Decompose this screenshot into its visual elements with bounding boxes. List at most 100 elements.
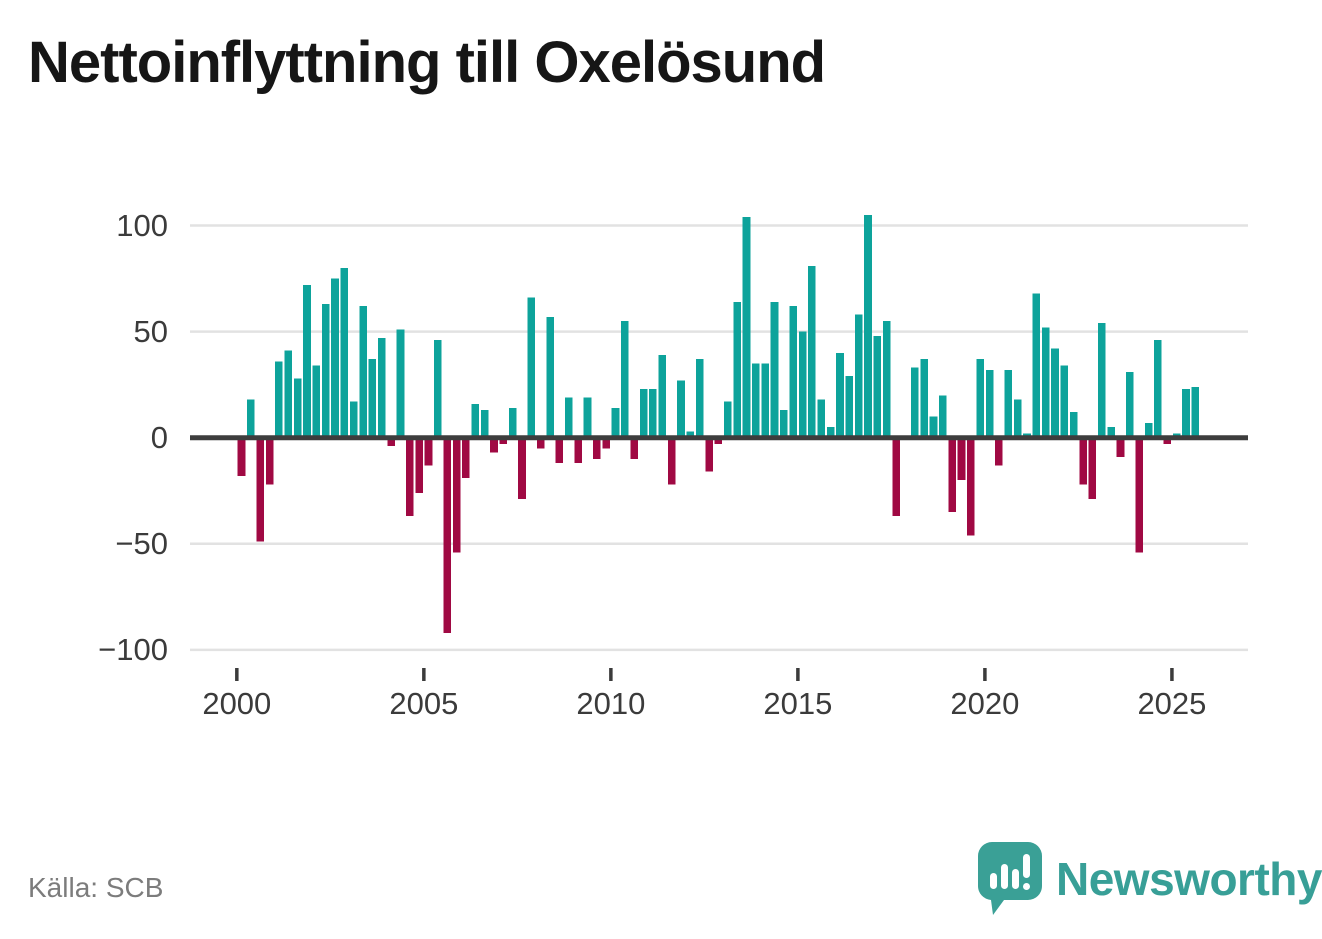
bar-2000Q2 [247, 399, 255, 438]
bar-2010Q2 [621, 320, 629, 438]
bar-2006Q3 [480, 410, 489, 438]
bar-2015Q4 [826, 427, 835, 438]
bar-2019Q3 [967, 437, 975, 536]
brand-name: Newsworthy [1056, 853, 1322, 905]
bar-2013Q2 [733, 301, 741, 438]
bar-2011Q2 [658, 354, 667, 438]
bar-2005Q4 [452, 437, 461, 553]
bar-2009Q2 [583, 397, 592, 438]
bar-2020Q2 [995, 437, 1003, 466]
bar-2011Q4 [677, 380, 685, 438]
bar-2022Q4 [1088, 437, 1097, 500]
bar-2003Q2 [359, 306, 367, 438]
bar-2023Q4 [1126, 371, 1134, 438]
bar-2011Q1 [649, 388, 657, 438]
bar-2023Q3 [1116, 437, 1125, 457]
bar-2017Q3 [892, 437, 900, 517]
bar-2002Q2 [321, 304, 330, 438]
bar-2015Q2 [808, 265, 816, 438]
bar-2001Q3 [293, 378, 302, 438]
bar-2020Q3 [1004, 369, 1013, 438]
bar-2002Q4 [340, 267, 349, 438]
bar-2004Q2 [396, 329, 405, 438]
bar-2001Q1 [275, 361, 283, 438]
bar-2025Q3 [1191, 386, 1200, 438]
bar-2024Q4 [1163, 437, 1172, 445]
bar-2003Q1 [349, 401, 358, 438]
bar-2017Q1 [873, 335, 882, 438]
bar-2001Q4 [303, 284, 311, 438]
bar-2006Q2 [471, 403, 480, 438]
bar-2010Q1 [611, 407, 620, 438]
bar-2018Q1 [910, 367, 919, 438]
x-axis-tick-label-2010: 2010 [576, 686, 646, 721]
bar-2013Q4 [752, 363, 760, 438]
bar-2010Q3 [630, 437, 639, 459]
bar-2014Q3 [780, 410, 788, 438]
bar-2012Q1 [686, 431, 695, 438]
bar-2024Q1 [1135, 437, 1143, 553]
bar-2015Q3 [817, 399, 826, 438]
bar-2008Q1 [536, 437, 545, 449]
bar-2014Q4 [789, 306, 798, 438]
bar-2016Q1 [836, 352, 844, 438]
bar-2014Q2 [770, 301, 779, 438]
bar-2013Q1 [723, 401, 732, 438]
bar-2007Q2 [508, 407, 517, 438]
bar-2009Q3 [593, 437, 601, 459]
x-axis-tick-label-2005: 2005 [389, 686, 459, 721]
newsworthy-logo-icon [978, 842, 1042, 915]
bar-2016Q3 [854, 314, 863, 438]
bar-2000Q4 [265, 437, 274, 485]
bar-2024Q2 [1144, 422, 1153, 438]
bar-2003Q4 [377, 337, 386, 438]
bar-2000Q3 [256, 437, 264, 542]
bar-2017Q2 [882, 320, 891, 438]
bar-2020Q4 [1013, 399, 1022, 438]
bar-2018Q2 [920, 359, 928, 438]
bar-2003Q3 [368, 359, 377, 438]
bar-2019Q2 [957, 437, 966, 481]
bar-2011Q3 [667, 437, 676, 485]
bar-2020Q1 [985, 369, 994, 438]
bar-2018Q3 [929, 416, 938, 438]
bar-2007Q1 [499, 437, 508, 445]
bar-2000Q1 [237, 437, 246, 476]
chart-title: Nettoinflyttning till Oxelösund [28, 30, 826, 95]
bar-2018Q4 [939, 395, 947, 438]
y-axis-tick-label--100: −100 [98, 631, 168, 667]
x-axis-tick-label-2000: 2000 [202, 686, 272, 721]
bar-2021Q4 [1051, 348, 1059, 438]
bar-2012Q2 [695, 359, 704, 438]
bar-2021Q3 [1041, 327, 1050, 438]
bar-2023Q1 [1097, 323, 1106, 438]
bar-2015Q1 [798, 331, 807, 438]
bar-2002Q1 [312, 365, 321, 438]
bar-2004Q4 [415, 437, 423, 493]
bar-2019Q1 [948, 437, 956, 512]
x-axis-tick-label-2020: 2020 [950, 686, 1020, 721]
x-axis-tick-label-2025: 2025 [1137, 686, 1207, 721]
bar-2008Q3 [555, 437, 564, 464]
bar-2016Q2 [845, 376, 854, 438]
bar-2023Q2 [1107, 427, 1115, 438]
bar-2016Q4 [864, 214, 872, 438]
y-axis-tick-label-0: 0 [150, 419, 168, 455]
bar-2024Q3 [1154, 340, 1162, 438]
bar-2008Q4 [564, 397, 573, 438]
bar-2019Q4 [976, 359, 985, 438]
y-axis-tick-label-50: 50 [133, 313, 168, 349]
bar-2005Q1 [424, 437, 433, 466]
bar-2013Q3 [742, 217, 751, 438]
bar-2002Q3 [331, 278, 339, 438]
bar-2005Q2 [434, 340, 442, 438]
x-axis-tick-label-2015: 2015 [763, 686, 833, 721]
bar-2005Q3 [443, 437, 452, 633]
bar-2006Q4 [490, 437, 498, 453]
bar-2007Q3 [518, 437, 526, 500]
y-axis-tick-label--50: −50 [115, 525, 168, 561]
bar-2022Q3 [1079, 437, 1087, 485]
bar-2022Q2 [1069, 412, 1078, 438]
